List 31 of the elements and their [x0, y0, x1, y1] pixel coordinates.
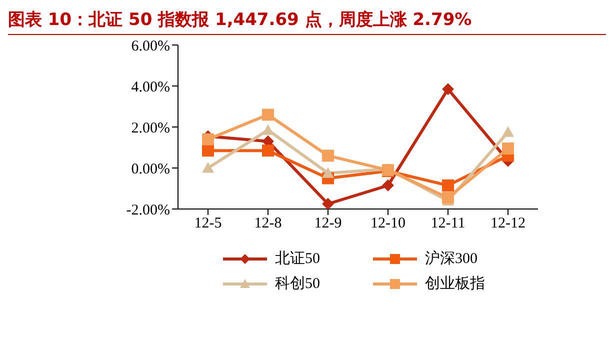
chart-title: 图表 10：北证 50 指数报 1,447.69 点，周度上涨 2.79%	[8, 8, 606, 35]
point	[502, 126, 514, 137]
legend-label: 创业板指	[425, 274, 485, 293]
x-tick-label: 12-10	[370, 216, 406, 232]
point	[382, 179, 394, 192]
point	[322, 198, 334, 209]
legend-label: 沪深300	[425, 249, 478, 268]
x-tick-label: 12-5	[194, 216, 222, 232]
y-tick-label: 6.00%	[131, 38, 170, 54]
point	[442, 83, 454, 96]
point	[262, 144, 274, 157]
point	[442, 192, 454, 204]
x-tick-label: 12-9	[314, 216, 342, 232]
point	[262, 124, 274, 135]
point	[322, 167, 334, 178]
legend-label: 北证50	[275, 250, 320, 268]
point	[202, 144, 214, 157]
point	[322, 150, 334, 162]
x-tick-label: 12-8	[254, 216, 282, 232]
y-tick-label: -2.00%	[126, 202, 170, 218]
point	[442, 179, 454, 192]
x-tick-label: 12-12	[490, 216, 526, 232]
y-tick-label: 0.00%	[131, 161, 170, 178]
point	[502, 142, 514, 155]
y-tick-label: 2.00%	[131, 120, 170, 136]
point	[202, 133, 214, 146]
x-tick-label: 12-11	[430, 216, 466, 232]
point	[202, 162, 214, 173]
point	[262, 108, 274, 121]
legend-label: 科创50	[275, 274, 320, 293]
y-tick-label: 4.00%	[131, 79, 170, 96]
